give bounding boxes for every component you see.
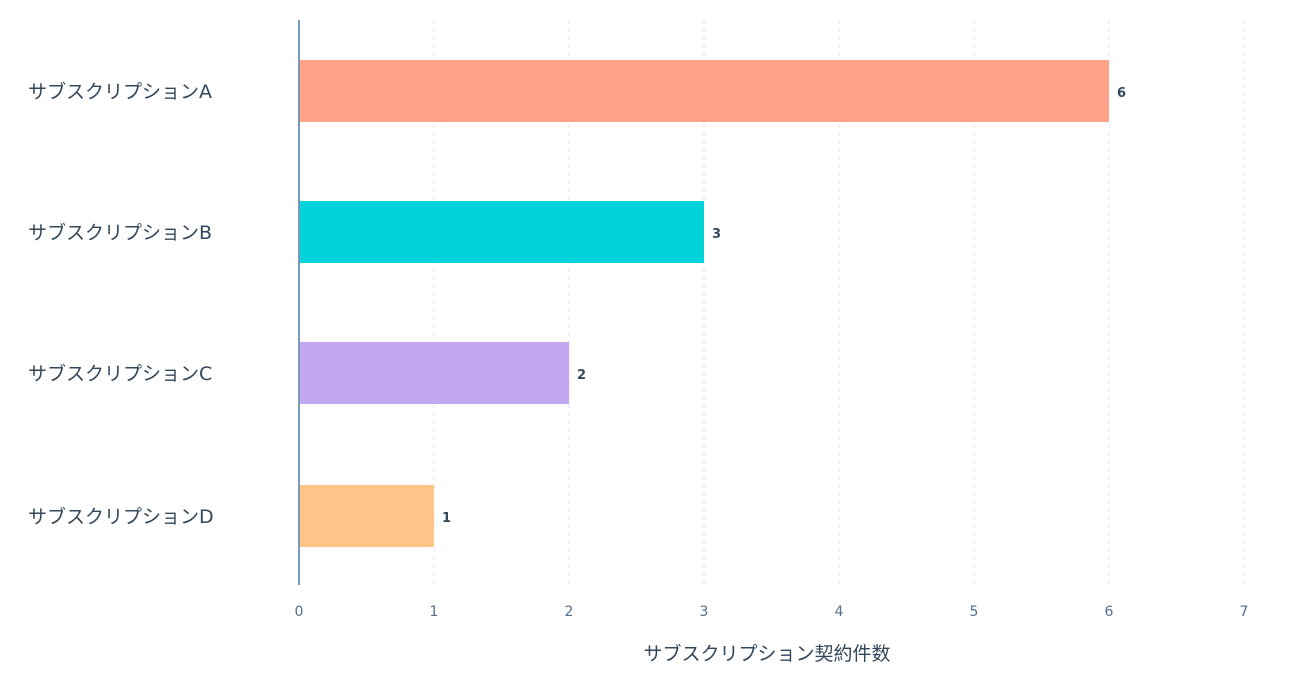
data-label-4: 1: [442, 511, 451, 526]
bar-4: [299, 485, 434, 547]
bars: [299, 60, 1109, 547]
bar-1: [299, 60, 1109, 122]
data-label-3: 2: [577, 368, 586, 383]
labels: 0 1 2 3 4 5 6 7 サブスクリプションA 6 サブスクリプションB 3 サブスクリプションC…: [28, 80, 1248, 620]
category-label-2: サブスクリプションB: [28, 221, 212, 244]
bar-3: [299, 342, 569, 404]
category-label-3: サブスクリプションC: [28, 362, 212, 385]
x-tick-label-5: 5: [970, 604, 979, 620]
x-tick-label-0: 0: [295, 604, 304, 620]
bar-2: [299, 201, 704, 263]
x-axis-title: サブスクリプション契約件数: [643, 642, 890, 665]
category-label-1: サブスクリプションA: [28, 80, 212, 103]
x-tick-label-6: 6: [1105, 604, 1114, 620]
x-tick-label-3: 3: [700, 604, 709, 620]
data-label-1: 6: [1117, 86, 1126, 101]
x-tick-label-7: 7: [1240, 604, 1249, 620]
x-tick-label-4: 4: [835, 604, 844, 620]
grid-lines: [433, 20, 1245, 585]
category-label-4: サブスクリプションD: [28, 505, 214, 528]
x-tick-label-2: 2: [565, 604, 574, 620]
x-tick-label-1: 1: [430, 604, 439, 620]
data-label-2: 3: [712, 227, 721, 242]
